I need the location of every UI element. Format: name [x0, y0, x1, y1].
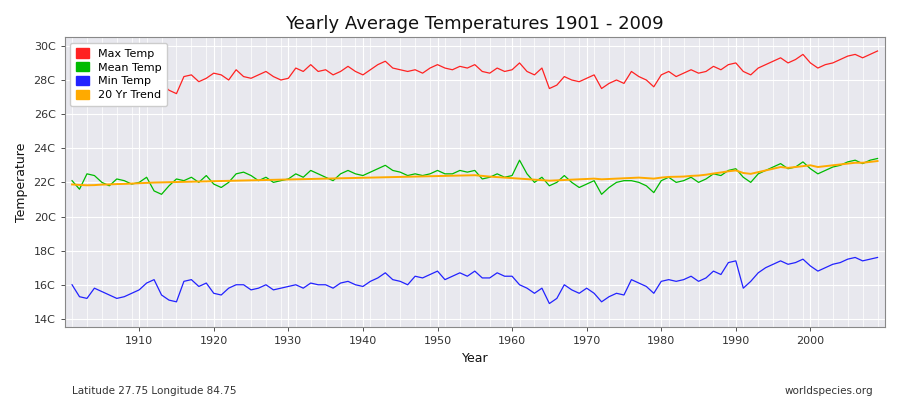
Title: Yearly Average Temperatures 1901 - 2009: Yearly Average Temperatures 1901 - 2009 — [285, 15, 664, 33]
Y-axis label: Temperature: Temperature — [15, 143, 28, 222]
Text: Latitude 27.75 Longitude 84.75: Latitude 27.75 Longitude 84.75 — [72, 386, 237, 396]
Legend: Max Temp, Mean Temp, Min Temp, 20 Yr Trend: Max Temp, Mean Temp, Min Temp, 20 Yr Tre… — [70, 43, 167, 106]
X-axis label: Year: Year — [462, 352, 488, 365]
Text: worldspecies.org: worldspecies.org — [785, 386, 873, 396]
